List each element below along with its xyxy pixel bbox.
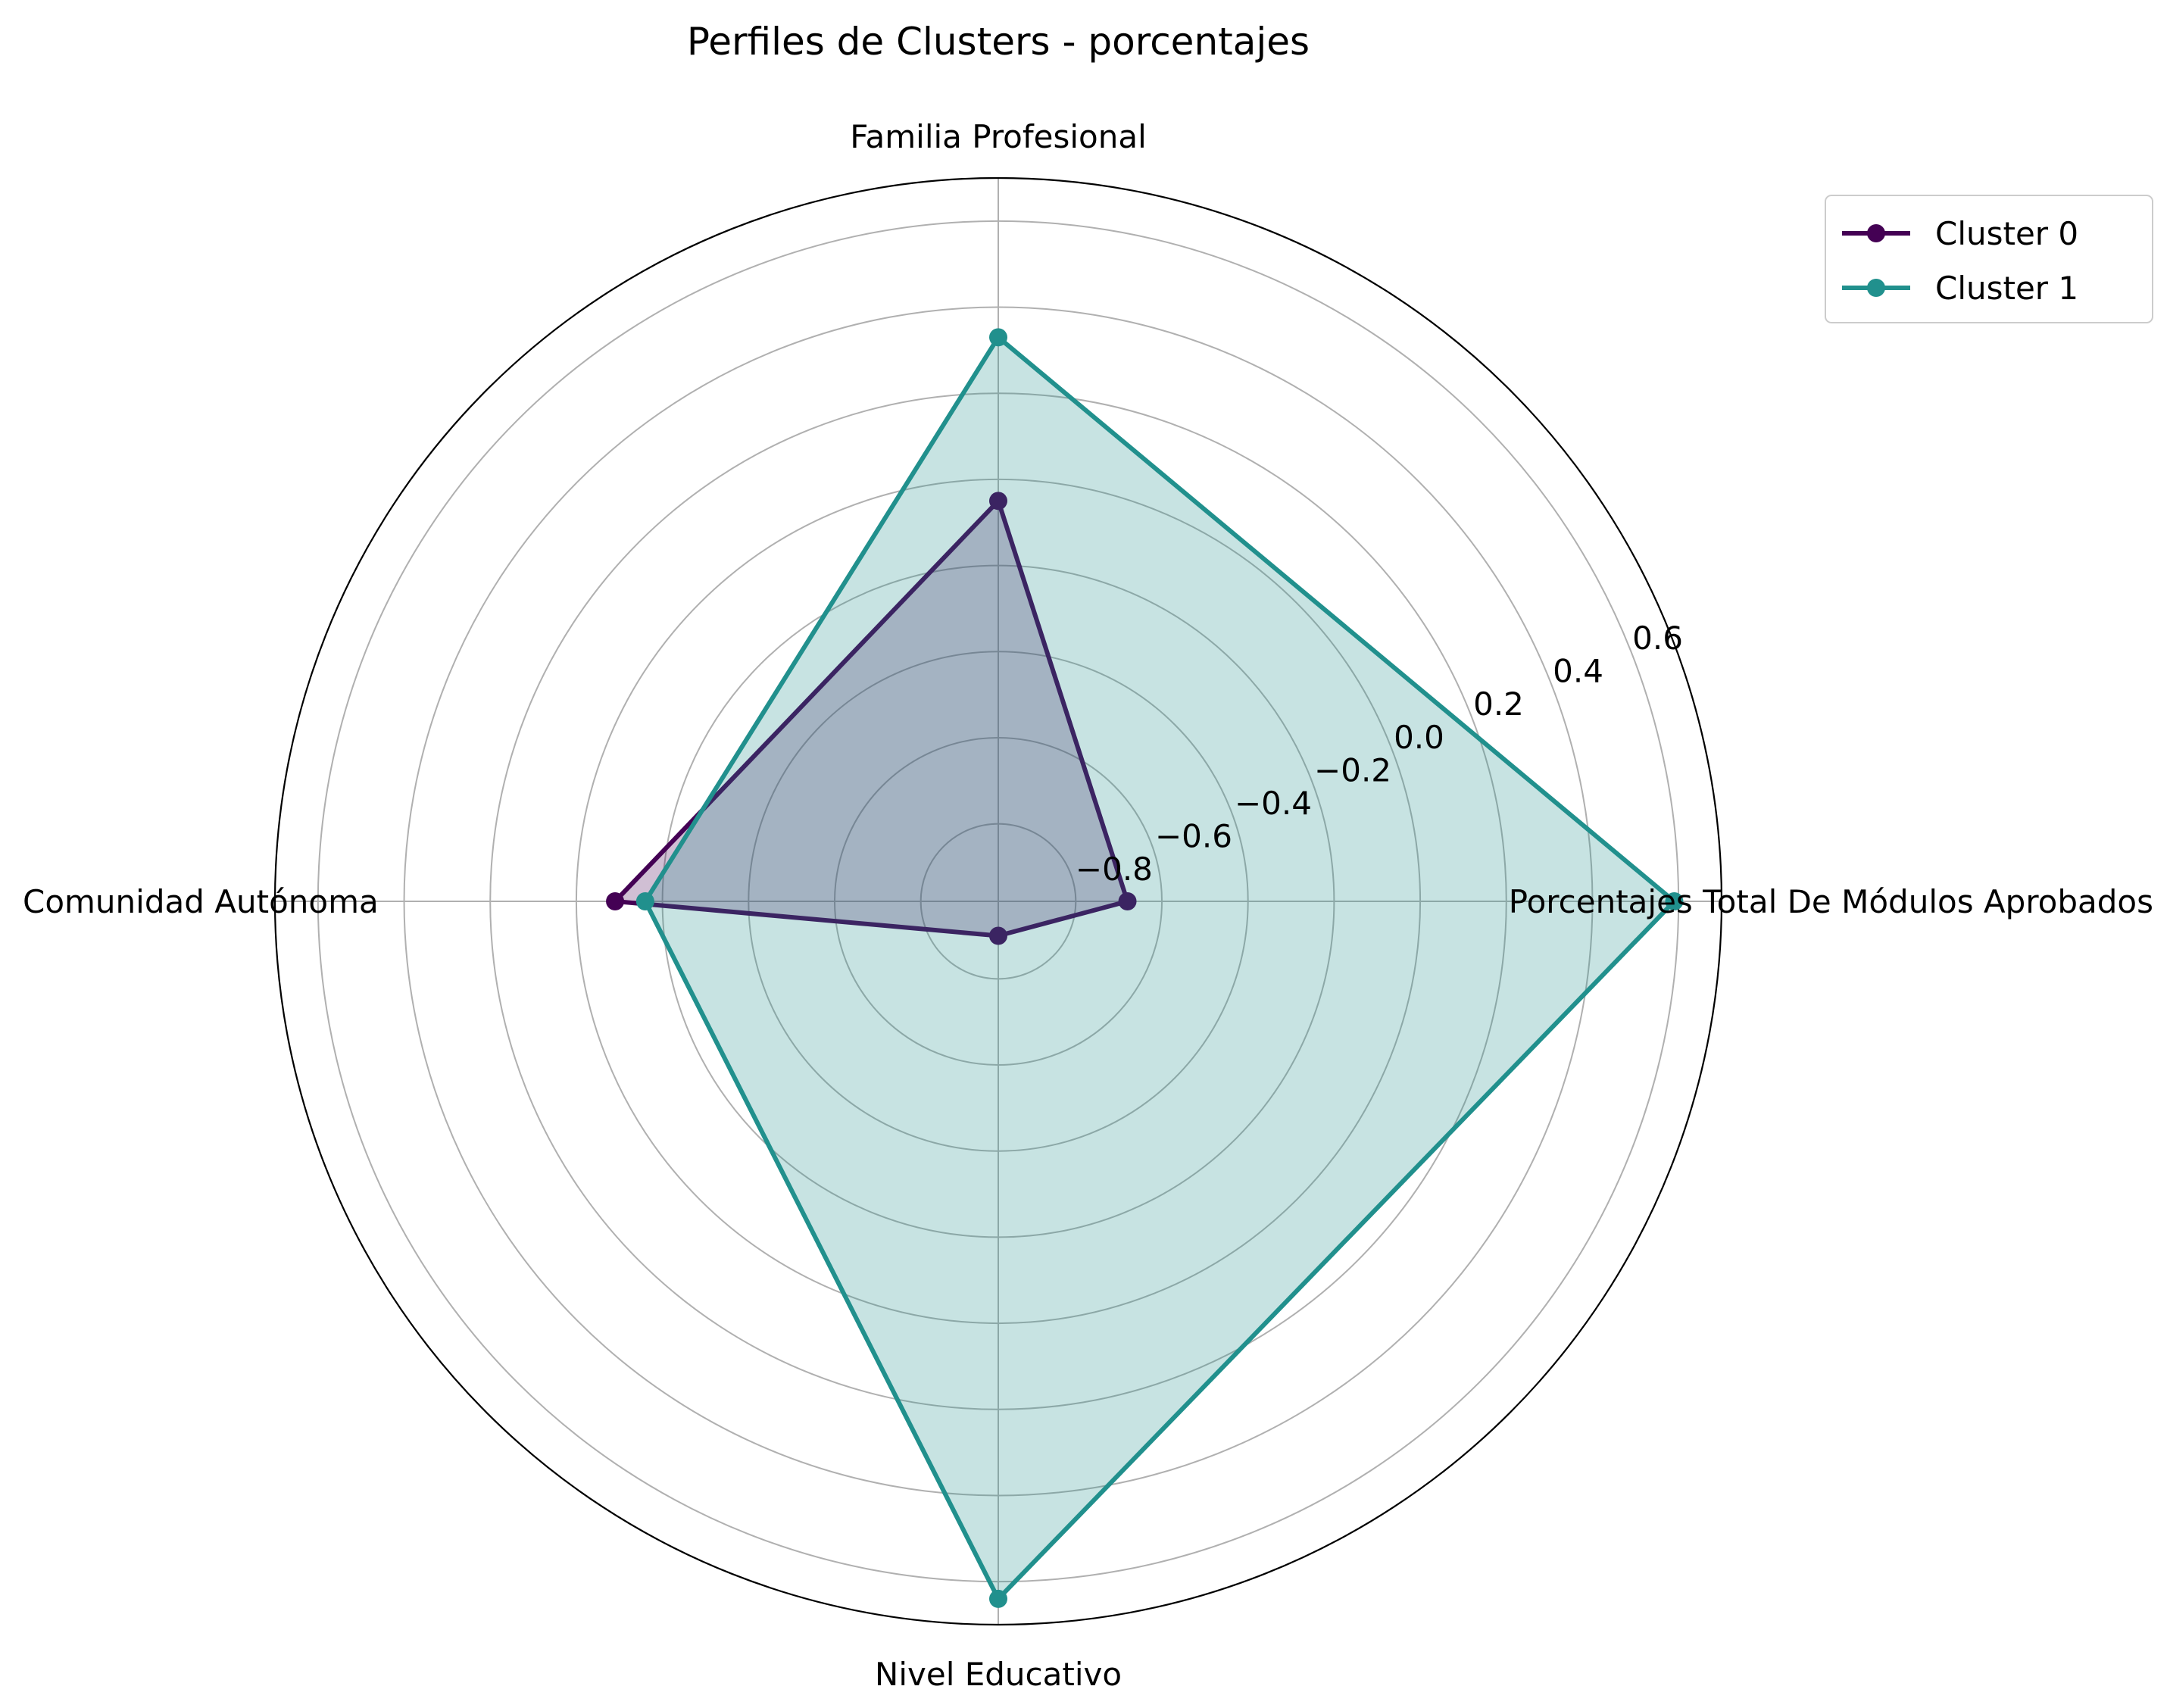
axis-label-1: Familia Profesional [850, 118, 1147, 155]
axis-label-2: Comunidad Autónoma [23, 883, 379, 920]
series-0-point-1 [989, 492, 1007, 511]
axis-label-3: Nivel Educativo [875, 1656, 1122, 1693]
legend-label-1: Cluster 1 [1935, 270, 2078, 307]
series-layer [606, 328, 1684, 1608]
series-1-point-3 [989, 1589, 1007, 1608]
radial-tick-label-0: −0.8 [1076, 851, 1153, 888]
radial-tick-label-2: −0.4 [1235, 785, 1312, 822]
radial-tick-label-6: 0.4 [1553, 653, 1603, 690]
legend-label-0: Cluster 0 [1935, 215, 2078, 252]
series-1-point-0 [1665, 892, 1684, 910]
radial-tick-labels: −0.8−0.6−0.4−0.20.0 0.2 0.4 0.6 [1076, 620, 1683, 888]
series-0-point-0 [1118, 892, 1137, 910]
series-0-point-3 [989, 926, 1007, 945]
series-1-point-2 [635, 892, 654, 910]
polar-frame [273, 176, 1723, 1626]
legend-box [1825, 195, 2153, 323]
chart-title: Perfiles de Clusters - porcentajes [687, 20, 1310, 64]
series-0-fill [615, 501, 1128, 936]
radial-tick-label-3: −0.2 [1314, 751, 1391, 788]
axis-labels: Porcentajes Total De Módulos Aprobados Fa… [23, 118, 2153, 1693]
series-1-fill [645, 337, 1675, 1599]
radial-tick-label-7: 0.6 [1632, 620, 1683, 657]
series-1-point-1 [989, 328, 1007, 347]
axis-label-0: Porcentajes Total De Módulos Aprobados [1509, 883, 2153, 920]
radial-tick-label-1: −0.6 [1155, 817, 1232, 854]
radial-tick-label-5: 0.2 [1473, 685, 1524, 723]
radial-tick-label-4: 0.0 [1394, 719, 1444, 756]
series-0-point-2 [606, 892, 625, 910]
legend-marker-0 [1867, 224, 1885, 242]
legend-marker-1 [1867, 279, 1885, 297]
legend: Cluster 0 Cluster 1 [1825, 195, 2153, 323]
